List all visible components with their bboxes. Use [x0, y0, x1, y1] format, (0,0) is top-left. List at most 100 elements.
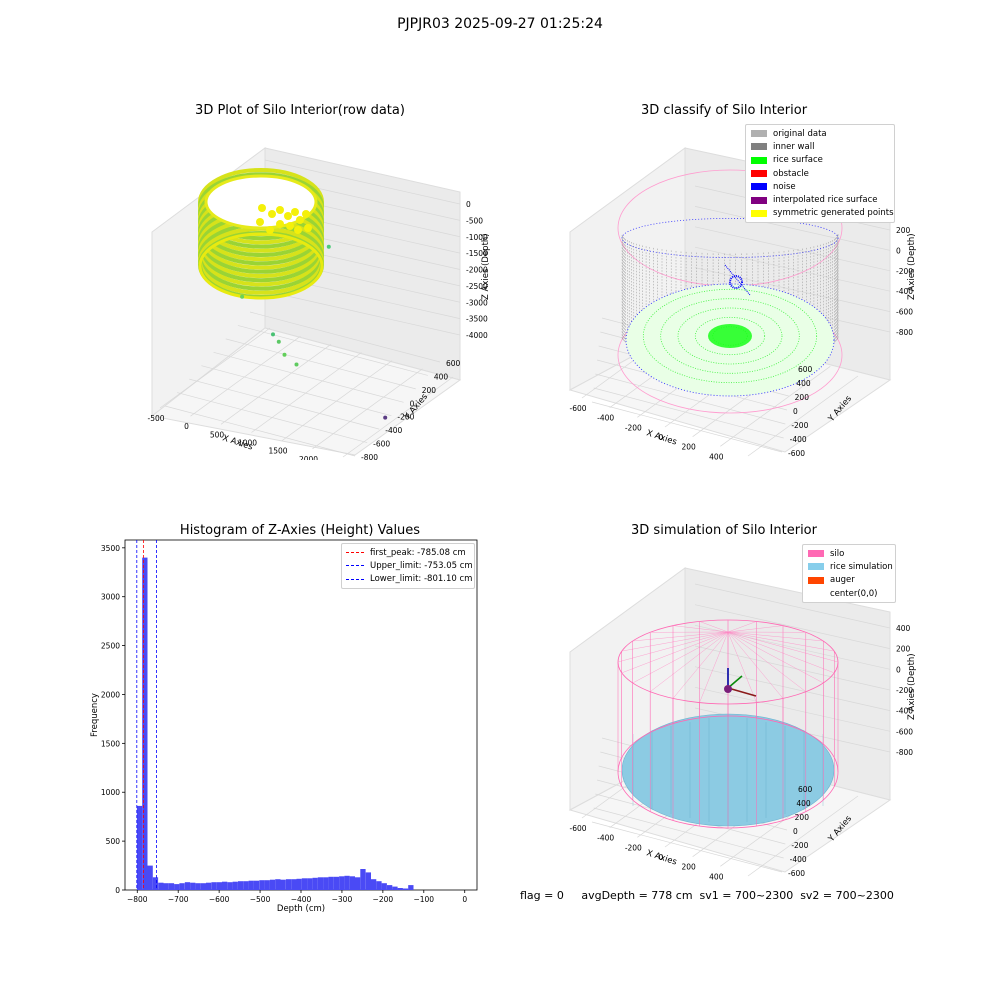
legend-label: rice simulation [830, 561, 893, 572]
sim-ztick: 200 [896, 645, 911, 654]
histogram-bar [387, 885, 393, 890]
legend-swatch [751, 183, 767, 191]
raw-ztick: -2500 [466, 282, 488, 291]
legend-line-swatch [346, 552, 364, 554]
simulation-xlabel: X Axies [645, 848, 678, 867]
legend-label: symmetric generated points [773, 208, 894, 219]
legend-line-swatch [346, 565, 364, 567]
sim-silo-roof-line [727, 631, 806, 692]
histogram-bar [301, 878, 308, 890]
sim-ytick: 600 [798, 785, 813, 794]
raw-point-cluster [302, 210, 310, 218]
raw-outlier-point [383, 415, 388, 420]
raw-point-cluster [294, 226, 302, 234]
histogram-bar [355, 877, 361, 890]
histogram-xtick: −600 [209, 895, 230, 904]
raw-point-cluster [276, 206, 284, 214]
sim-silo-roof-line [699, 621, 729, 633]
cls-xtick: 400 [709, 452, 724, 460]
raw-ztick: -4000 [466, 331, 488, 340]
sim-silo-roof-line [727, 631, 757, 703]
sim-silo-roof-line [632, 631, 729, 684]
cls-rice-core [708, 324, 752, 348]
sim-silo-roof-line [632, 631, 729, 642]
histogram-legend-item: Upper_limit: -753.05 cm [342, 559, 474, 572]
classify-legend: original data inner wall rice surface obsta… [745, 124, 895, 224]
raw-ytick: -400 [385, 426, 402, 435]
legend-swatch [751, 170, 767, 178]
histogram-ytick: 500 [106, 837, 121, 846]
sim-ztick: -800 [896, 748, 913, 757]
sim-ztick: -200 [896, 686, 913, 695]
classify-zlabel: Z Axies (Depth) [907, 233, 917, 300]
histogram-bar [360, 869, 366, 890]
cls-ztick: -200 [896, 267, 913, 276]
sim-ytick: -200 [791, 841, 808, 850]
histogram-xtick: −100 [413, 895, 434, 904]
raw-point-cluster [304, 224, 312, 232]
histogram-bar [285, 879, 292, 890]
simulation-footer: flag = 0 avgDepth = 778 cm sv1 = 700~230… [520, 889, 894, 902]
histogram-xtick: 0 [462, 895, 467, 904]
raw-point-cluster [296, 216, 304, 224]
legend-swatch [751, 143, 767, 151]
sim-xtick: -400 [597, 834, 614, 843]
histogram-bar [280, 879, 286, 890]
legend-label: obstacle [773, 168, 809, 179]
histogram-bar [365, 872, 371, 890]
histogram-bar [206, 882, 212, 890]
legend-label: noise [773, 181, 796, 192]
raw-ztick: -3000 [466, 298, 488, 307]
raw-outlier-point [294, 362, 299, 367]
cls-ytick: 600 [798, 365, 813, 374]
legend-label: center(0,0) [830, 588, 878, 599]
sim-silo-roof-line [727, 631, 835, 652]
histogram-bar [142, 557, 148, 890]
raw-ztick: 0 [466, 200, 471, 209]
raw-ytick: 400 [434, 372, 449, 381]
raw-ztick: -2000 [466, 266, 488, 275]
sim-x-arrow [727, 687, 757, 697]
histogram-bar [312, 877, 318, 890]
simulation-legend-item: rice simulation [803, 560, 895, 573]
legend-swatch [808, 590, 824, 597]
classify-legend-item: obstacle [746, 167, 894, 180]
histogram-bar [376, 881, 382, 890]
histogram-bar [243, 881, 249, 890]
sim-silo-roof-line [727, 631, 824, 684]
cls-ztick: -600 [896, 308, 913, 317]
simulation-legend-item: auger [803, 574, 895, 587]
histogram-xtick: −700 [168, 895, 189, 904]
raw-plot-title: 3D Plot of Silo Interior(row data) [195, 103, 405, 118]
legend-swatch [808, 576, 824, 584]
histogram-legend-item: first_peak: -785.08 cm [342, 546, 474, 559]
raw-xtick: 500 [210, 430, 225, 439]
legend-swatch [808, 550, 824, 558]
raw-ztick: -500 [466, 216, 483, 225]
cls-xtick: -200 [625, 423, 642, 432]
cls-ztick: -800 [896, 328, 913, 337]
legend-label: Lower_limit: -801.10 cm [370, 574, 473, 585]
sim-ztick: -400 [896, 707, 913, 716]
legend-label: first_peak: -785.08 cm [370, 547, 466, 558]
raw-ztick: -1500 [466, 249, 488, 258]
histogram-ylabel: Frequency [90, 693, 100, 737]
legend-label: silo [830, 548, 845, 559]
sim-silo-roof-line [727, 631, 824, 642]
histogram-bar [179, 883, 185, 890]
raw-ytick: -800 [361, 453, 378, 460]
sim-ytick: -600 [788, 869, 805, 878]
histogram-bar [381, 883, 387, 890]
sim-xtick: 0 [659, 853, 664, 862]
histogram-xtick: −500 [250, 895, 271, 904]
classify-legend-item: noise [746, 180, 894, 193]
classify-legend-item: original data [746, 127, 894, 140]
legend-label: interpolated rice surface [773, 195, 878, 206]
histogram-xtick: −800 [127, 895, 148, 904]
raw-xtick: 1000 [238, 439, 257, 448]
histogram-bar [158, 882, 164, 890]
sim-silo-roof-line [699, 631, 729, 703]
raw-point-cluster [268, 210, 276, 218]
histogram-xtick: −200 [373, 895, 394, 904]
cls-noise-streak [724, 264, 751, 296]
